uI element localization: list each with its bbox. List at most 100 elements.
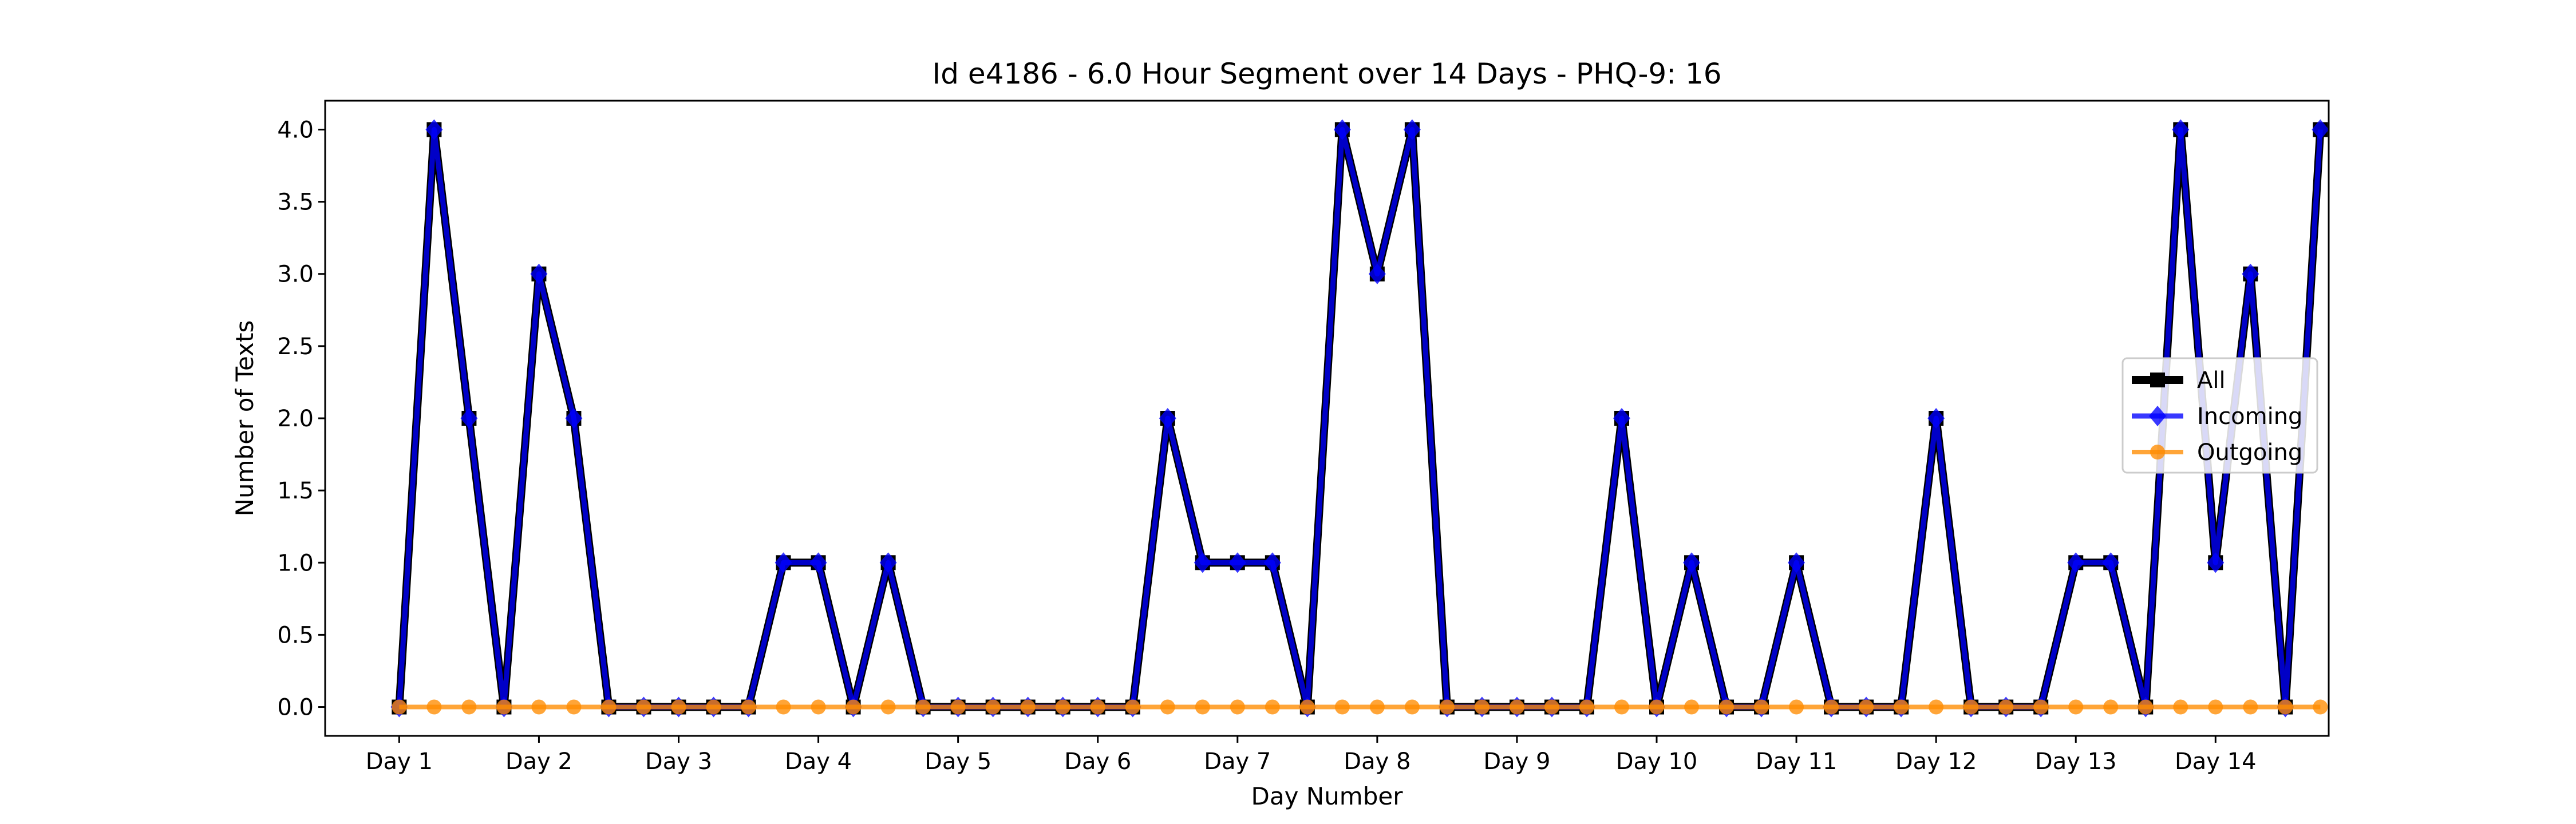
data-point bbox=[1368, 263, 1386, 284]
data-point bbox=[1439, 699, 1455, 715]
data-point bbox=[809, 552, 827, 573]
data-point bbox=[1125, 699, 1140, 715]
data-point bbox=[1649, 699, 1665, 715]
legend-marker bbox=[2149, 406, 2166, 426]
y-axis-ticks: 0.0 0.5 1.0 1.5 2.0 2.5 3.0 3.5 4.0 bbox=[277, 117, 325, 721]
data-point bbox=[1404, 699, 1420, 715]
data-point bbox=[461, 699, 477, 715]
x-tick-label: Day 7 bbox=[1204, 748, 1271, 775]
y-tick-label: 3.5 bbox=[277, 189, 314, 216]
data-point bbox=[426, 699, 442, 715]
data-point bbox=[1403, 119, 1421, 140]
data-point bbox=[1894, 699, 1909, 715]
x-tick-label: Day 6 bbox=[1064, 748, 1131, 775]
y-tick-label: 2.5 bbox=[277, 334, 314, 360]
data-point bbox=[565, 408, 583, 429]
data-point bbox=[2103, 699, 2119, 715]
y-tick-label: 1.5 bbox=[277, 478, 314, 504]
data-point bbox=[1859, 699, 1874, 715]
y-tick-label: 1.0 bbox=[277, 550, 314, 576]
data-point bbox=[2207, 552, 2225, 573]
data-point bbox=[775, 552, 792, 573]
data-point bbox=[1230, 699, 1245, 715]
data-point bbox=[2242, 263, 2259, 284]
x-tick-label: Day 11 bbox=[1756, 748, 1838, 775]
data-point bbox=[1090, 699, 1105, 715]
data-point bbox=[1228, 552, 1246, 573]
data-point bbox=[985, 699, 1001, 715]
legend-label: Incoming bbox=[2197, 403, 2302, 430]
x-tick-label: Day 10 bbox=[1616, 748, 1698, 775]
y-tick-label: 0.0 bbox=[277, 695, 314, 721]
data-point bbox=[776, 699, 791, 715]
data-point bbox=[1159, 408, 1176, 429]
x-tick-label: Day 2 bbox=[505, 748, 572, 775]
x-tick-label: Day 9 bbox=[1483, 748, 1550, 775]
data-point bbox=[531, 699, 547, 715]
data-point bbox=[1963, 699, 1979, 715]
data-point bbox=[2033, 699, 2049, 715]
x-tick-label: Day 5 bbox=[924, 748, 991, 775]
data-point bbox=[880, 699, 896, 715]
data-point bbox=[1544, 699, 1559, 715]
series-line bbox=[395, 125, 2325, 711]
series-outgoing bbox=[392, 699, 2328, 715]
y-axis-label: Number of Texts bbox=[231, 320, 259, 517]
data-point bbox=[915, 699, 931, 715]
data-point bbox=[2208, 699, 2223, 715]
data-point bbox=[2173, 699, 2188, 715]
legend-marker bbox=[2150, 373, 2165, 387]
data-point bbox=[1334, 699, 1350, 715]
data-point bbox=[2278, 699, 2293, 715]
data-point bbox=[601, 699, 617, 715]
data-point bbox=[2102, 552, 2120, 573]
data-point bbox=[1474, 699, 1490, 715]
x-tick-label: Day 3 bbox=[645, 748, 712, 775]
x-tick-label: Day 4 bbox=[785, 748, 852, 775]
data-point bbox=[846, 699, 861, 715]
x-tick-label: Day 12 bbox=[1895, 748, 1977, 775]
data-point bbox=[496, 699, 512, 715]
data-point bbox=[1613, 408, 1630, 429]
data-point bbox=[1160, 699, 1175, 715]
data-point bbox=[1020, 699, 1036, 715]
data-point bbox=[1299, 699, 1315, 715]
data-point bbox=[706, 699, 721, 715]
data-point bbox=[2138, 699, 2154, 715]
data-point bbox=[1263, 552, 1281, 573]
data-point bbox=[741, 699, 756, 715]
data-point bbox=[1055, 699, 1070, 715]
data-point bbox=[425, 119, 443, 140]
data-point bbox=[879, 552, 897, 573]
data-point bbox=[2313, 699, 2328, 715]
data-point bbox=[2067, 552, 2085, 573]
data-point bbox=[1998, 699, 2014, 715]
data-point bbox=[1195, 699, 1210, 715]
data-point bbox=[1754, 699, 1769, 715]
y-tick-label: 3.0 bbox=[277, 262, 314, 288]
series-incoming bbox=[390, 119, 2329, 718]
data-point bbox=[1788, 552, 1805, 573]
data-point bbox=[1929, 699, 1944, 715]
data-point bbox=[1927, 408, 1945, 429]
data-point bbox=[1789, 699, 1804, 715]
data-point bbox=[1194, 552, 1211, 573]
legend-label: All bbox=[2197, 367, 2226, 394]
data-point bbox=[1509, 699, 1524, 715]
chart-title: Id e4186 - 6.0 Hour Segment over 14 Days… bbox=[932, 57, 1721, 90]
x-tick-label: Day 8 bbox=[1344, 748, 1411, 775]
series-layer bbox=[390, 119, 2329, 718]
y-tick-label: 4.0 bbox=[277, 117, 314, 143]
x-tick-label: Day 14 bbox=[2175, 748, 2257, 775]
data-point bbox=[460, 408, 478, 429]
data-point bbox=[671, 699, 686, 715]
data-point bbox=[392, 699, 407, 715]
data-point bbox=[950, 699, 966, 715]
data-point bbox=[1579, 699, 1594, 715]
data-point bbox=[1333, 119, 1351, 140]
data-point bbox=[1719, 699, 1735, 715]
x-tick-label: Day 1 bbox=[366, 748, 433, 775]
data-point bbox=[1369, 699, 1385, 715]
data-point bbox=[1684, 699, 1700, 715]
